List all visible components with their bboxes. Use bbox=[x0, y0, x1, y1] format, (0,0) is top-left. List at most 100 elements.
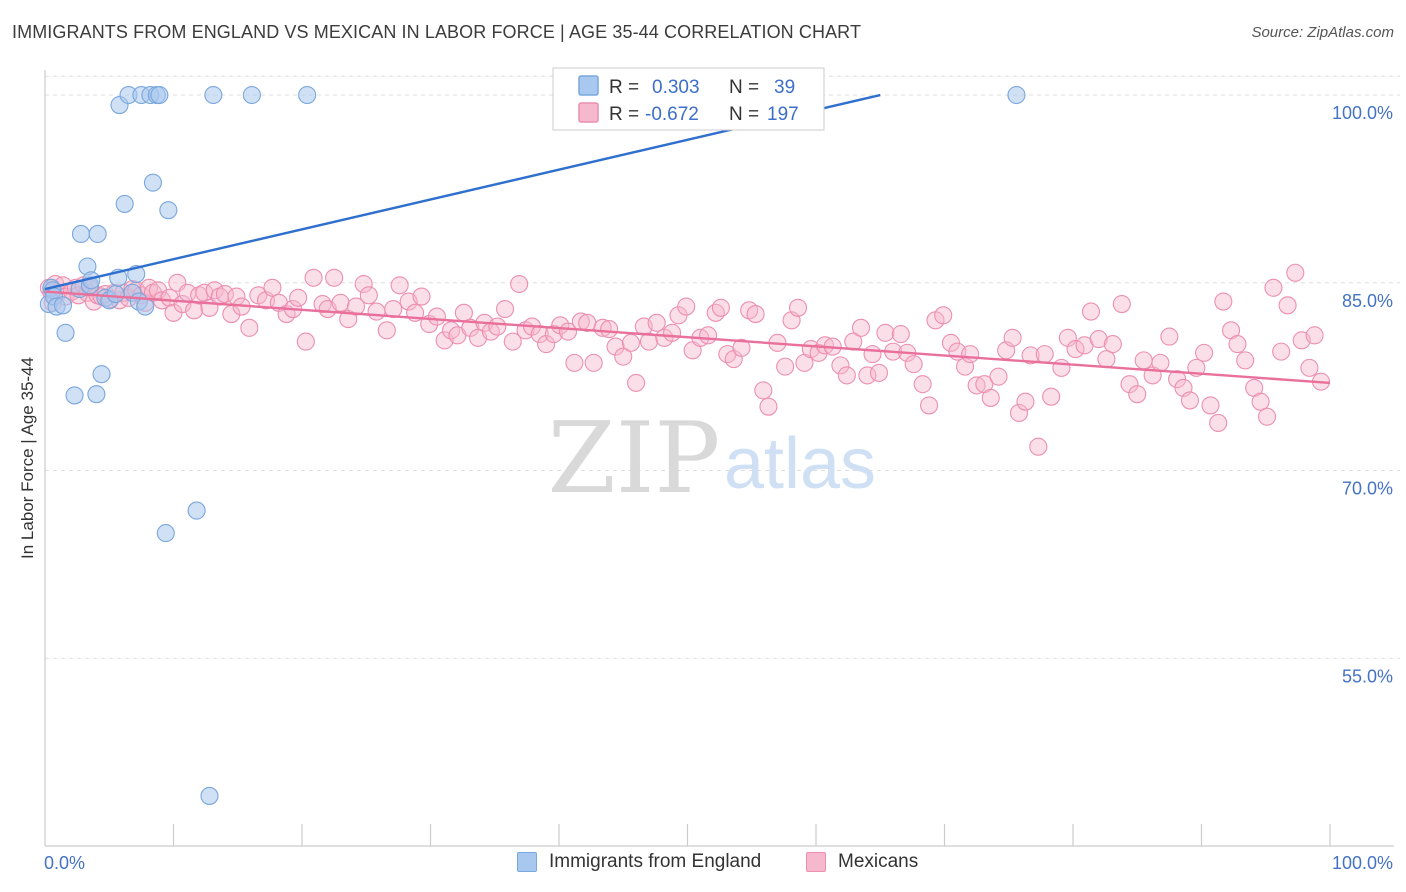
legend-n-label-2: N = bbox=[729, 104, 759, 125]
legend: R = 0.303 N = 39 R = -0.672 N = 197 bbox=[552, 67, 825, 131]
legend-n-value-2: 197 bbox=[767, 104, 799, 125]
mexican-point bbox=[1112, 295, 1131, 314]
mexican-point bbox=[1009, 403, 1029, 422]
england-point bbox=[56, 323, 75, 342]
mexican-point bbox=[185, 301, 204, 320]
mexican-point bbox=[732, 338, 751, 357]
legend-swatch-england bbox=[578, 75, 599, 96]
mexican-point bbox=[1209, 413, 1228, 433]
mexican-point bbox=[639, 332, 659, 351]
mexican-point bbox=[1180, 391, 1199, 410]
mexican-point bbox=[614, 347, 633, 366]
mexican-point bbox=[904, 355, 923, 374]
england-swatch bbox=[517, 852, 537, 872]
mexican-point bbox=[759, 397, 778, 416]
mexican-point bbox=[461, 318, 480, 337]
legend-r-value-1: 0.303 bbox=[652, 77, 700, 98]
mexican-point bbox=[1160, 327, 1179, 346]
england-point bbox=[65, 386, 84, 405]
axes bbox=[44, 70, 1394, 847]
mexican-point bbox=[1251, 392, 1270, 411]
mexican-point bbox=[1089, 330, 1108, 349]
mexican-point bbox=[289, 288, 308, 307]
england-point bbox=[1007, 85, 1026, 105]
mexican-point bbox=[503, 332, 522, 351]
mexican-point bbox=[606, 337, 625, 356]
england-point bbox=[156, 524, 175, 543]
mexican-point bbox=[706, 303, 725, 322]
mexican-point bbox=[1305, 326, 1324, 345]
england-point bbox=[106, 284, 125, 304]
mexican-point bbox=[454, 303, 473, 322]
mexican-point bbox=[313, 295, 332, 314]
england-points bbox=[39, 85, 1026, 805]
y-tick-label: 85.0% bbox=[1342, 291, 1393, 311]
mexican-point bbox=[367, 302, 386, 321]
mexican-point bbox=[1128, 385, 1147, 404]
mexican-point bbox=[384, 300, 403, 319]
mexican-point bbox=[913, 375, 932, 394]
mexican-point bbox=[1097, 350, 1116, 369]
watermark-atlas: atlas bbox=[724, 424, 876, 504]
mexican-point bbox=[621, 333, 641, 352]
mexican-point bbox=[412, 287, 431, 306]
mexican-point bbox=[891, 325, 910, 344]
mexican-point bbox=[627, 373, 646, 392]
mexican-point bbox=[1214, 292, 1233, 311]
mexican-point bbox=[876, 323, 895, 342]
england-point bbox=[200, 786, 219, 805]
mexican-point bbox=[858, 366, 877, 385]
england-point bbox=[71, 224, 91, 244]
england-point bbox=[53, 296, 73, 315]
bottom-legend: Immigrants from England Mexicans bbox=[0, 851, 1406, 879]
mexican-point bbox=[495, 300, 515, 319]
mexican-point bbox=[390, 276, 409, 295]
mexican-point bbox=[934, 306, 953, 325]
y-tick-labels: 55.0% 70.0% 85.0% 100.0% bbox=[1332, 103, 1393, 686]
mexicans-swatch bbox=[806, 852, 826, 872]
mexican-point bbox=[1016, 392, 1035, 411]
mexican-point bbox=[1195, 343, 1214, 362]
mexican-point bbox=[325, 268, 344, 287]
england-point bbox=[87, 385, 106, 404]
y-tick-label: 100.0% bbox=[1332, 103, 1393, 123]
england-point bbox=[242, 85, 261, 105]
mexican-point bbox=[427, 307, 446, 326]
mexican-point bbox=[1003, 328, 1022, 347]
england-label: Immigrants from England bbox=[549, 851, 762, 872]
x-tick-label: 0.0% bbox=[44, 853, 85, 873]
y-axis-label: In Labor Force | Age 35-44 bbox=[18, 357, 37, 559]
mexican-point bbox=[711, 298, 730, 317]
mexicans-label: Mexicans bbox=[838, 851, 919, 872]
mexican-point bbox=[1120, 375, 1139, 394]
mexican-point bbox=[746, 305, 765, 324]
england-point bbox=[88, 224, 107, 244]
mexican-point bbox=[510, 274, 529, 294]
legend-r-label-1: R = bbox=[609, 77, 639, 98]
mexican-point bbox=[346, 297, 366, 316]
england-point bbox=[298, 85, 317, 105]
mexican-point bbox=[1201, 396, 1220, 415]
mexican-point bbox=[1272, 342, 1291, 361]
gridlines bbox=[45, 75, 1400, 659]
mexican-point bbox=[377, 321, 396, 340]
legend-r-label-2: R = bbox=[609, 104, 639, 125]
legend-swatch-mexicans bbox=[578, 102, 599, 123]
mexican-point bbox=[537, 335, 556, 354]
mexican-point bbox=[1228, 335, 1247, 354]
mexican-point bbox=[981, 388, 1000, 407]
mexican-point bbox=[851, 318, 871, 337]
england-point bbox=[150, 85, 169, 105]
mexican-point bbox=[863, 345, 882, 364]
mexican-point bbox=[488, 317, 507, 336]
mexican-point bbox=[788, 298, 808, 317]
england-point bbox=[204, 85, 223, 105]
england-point bbox=[136, 297, 155, 316]
mexican-point bbox=[215, 284, 234, 304]
mexican-point bbox=[1042, 387, 1061, 406]
mexican-point bbox=[989, 367, 1008, 386]
mexican-point bbox=[1052, 358, 1071, 377]
mexican-point bbox=[1103, 335, 1122, 354]
mexican-point bbox=[1035, 345, 1054, 364]
